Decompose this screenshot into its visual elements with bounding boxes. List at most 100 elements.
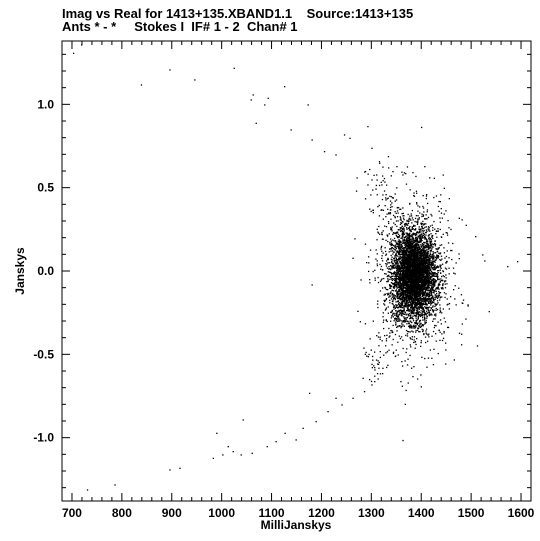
data-point [426,289,428,291]
data-point [412,242,414,244]
x-tick-label: 1300 [358,506,385,520]
data-point [425,214,427,216]
data-point [380,265,383,268]
data-point [409,265,412,267]
data-point [420,271,423,273]
data-point [430,314,432,316]
data-point [410,306,412,309]
data-point [416,259,418,261]
data-point [410,239,412,241]
data-point [381,255,383,257]
data-point [416,277,418,279]
data-point [399,269,401,271]
data-point [397,284,399,286]
data-point [410,280,412,282]
data-point [417,210,419,212]
data-point [387,262,389,264]
data-point [408,251,410,253]
data-point [369,379,371,381]
data-point [430,269,432,271]
data-point [401,171,403,173]
data-point [402,281,404,284]
data-point [404,270,407,273]
data-point [396,293,398,295]
data-point [404,287,406,289]
data-point [405,298,407,300]
data-point [399,325,401,327]
data-point [411,262,413,264]
data-point [385,352,387,354]
data-point [411,243,413,245]
data-point [425,328,428,330]
data-point [417,295,419,297]
data-point [418,294,421,296]
data-point [423,333,425,336]
data-point [407,282,409,284]
data-point [432,291,434,294]
data-point [410,306,413,308]
data-point [409,263,411,265]
data-point [431,235,433,237]
data-point [416,286,419,288]
data-point [438,329,440,331]
data-point [416,288,418,291]
data-point [404,290,407,292]
data-point [419,297,421,299]
data-point [398,295,400,297]
data-point [403,267,405,269]
data-point [395,349,397,351]
data-point [399,309,402,311]
data-point [420,263,422,265]
data-point [417,268,419,270]
data-point [416,239,418,241]
data-point [401,268,404,270]
data-point [394,245,396,247]
data-point [427,277,429,280]
data-point [413,245,415,247]
data-point [404,260,407,262]
data-point [393,265,395,267]
data-point [398,246,400,248]
data-point [439,311,441,314]
data-point [421,236,423,238]
data-point [393,312,395,315]
data-point [431,285,433,287]
data-point [425,286,427,289]
data-point [414,276,416,279]
data-point [419,236,421,239]
data-point [413,281,416,283]
data-point [395,263,397,265]
data-point [405,389,407,392]
data-point [412,233,414,236]
data-point [390,240,392,242]
data-point [423,292,425,295]
data-point [415,286,417,288]
data-point [432,320,434,322]
data-point [392,239,394,241]
data-point [425,246,427,249]
data-point [399,318,401,321]
data-point [423,247,425,249]
data-point [429,255,431,257]
data-point [431,281,433,283]
data-point [394,317,397,319]
data-point [402,231,405,233]
data-point [398,270,400,272]
data-point [408,220,410,223]
data-point [408,282,410,284]
data-point [406,277,408,279]
data-point [436,300,439,302]
data-point [407,296,410,299]
data-point [408,331,410,333]
data-point [420,231,422,233]
data-point [420,326,422,328]
data-point [397,296,399,298]
data-point [396,225,398,227]
data-point [397,272,400,274]
data-point [443,247,445,249]
data-point [437,205,439,208]
data-point [416,284,418,286]
data-point [397,273,399,275]
data-point [399,223,402,226]
data-point [402,307,404,309]
